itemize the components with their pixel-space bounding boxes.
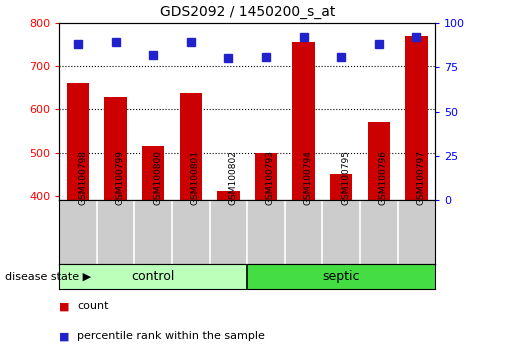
Bar [105, 97, 127, 200]
Text: GSM100802: GSM100802 [229, 150, 237, 205]
Bar [255, 153, 277, 200]
Text: GSM100801: GSM100801 [191, 150, 200, 205]
Text: GSM100794: GSM100794 [303, 150, 313, 205]
Text: ■: ■ [59, 331, 70, 341]
Text: GSM100798: GSM100798 [78, 150, 87, 205]
Text: GSM100795: GSM100795 [341, 150, 350, 205]
Text: septic: septic [322, 270, 360, 283]
Bar [180, 93, 202, 200]
Text: GSM100799: GSM100799 [115, 150, 125, 205]
Bar [247, 264, 435, 289]
Text: GSM100793: GSM100793 [266, 150, 275, 205]
Bar [293, 42, 315, 200]
Title: GDS2092 / 1450200_s_at: GDS2092 / 1450200_s_at [160, 5, 335, 19]
Bar [142, 146, 164, 200]
Bar [405, 36, 427, 200]
Text: count: count [77, 301, 109, 311]
Bar [368, 122, 390, 200]
Bar [217, 192, 239, 200]
Bar [67, 84, 89, 200]
Bar [330, 174, 352, 200]
Text: GSM100797: GSM100797 [417, 150, 425, 205]
Bar [59, 264, 247, 289]
Text: GSM100800: GSM100800 [153, 150, 162, 205]
Text: disease state ▶: disease state ▶ [5, 272, 91, 281]
Text: control: control [131, 270, 175, 283]
Text: GSM100796: GSM100796 [379, 150, 388, 205]
Text: ■: ■ [59, 301, 70, 311]
Text: percentile rank within the sample: percentile rank within the sample [77, 331, 265, 341]
